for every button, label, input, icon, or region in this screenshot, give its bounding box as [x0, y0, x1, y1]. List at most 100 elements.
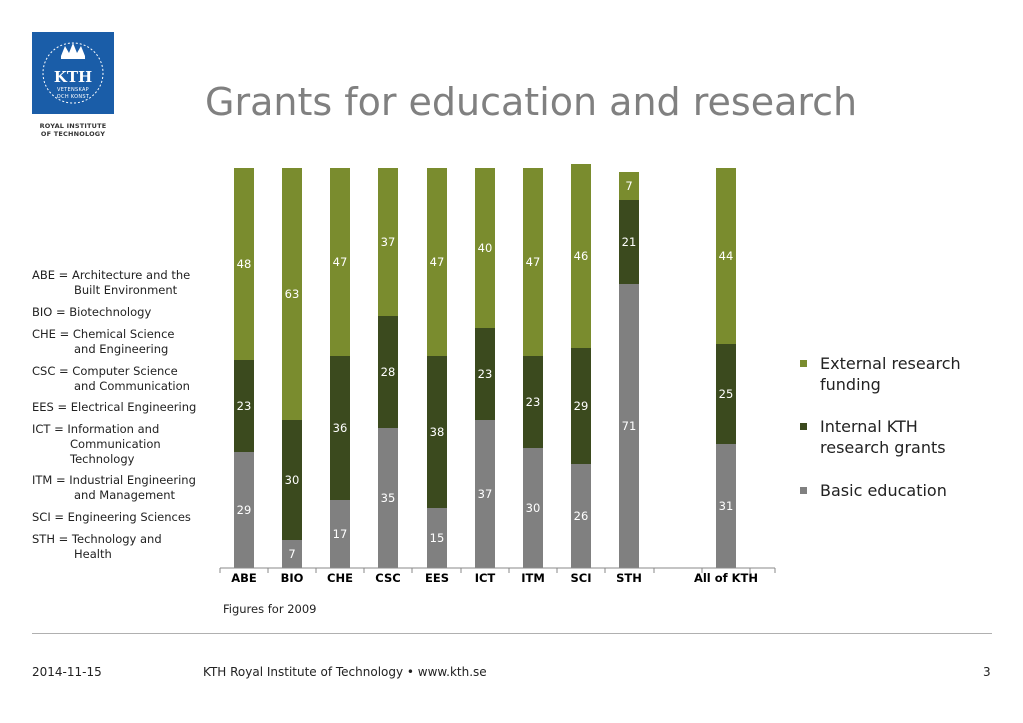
bar-segment	[330, 500, 350, 568]
legend-swatch	[800, 360, 807, 367]
legend-label: External research	[820, 354, 961, 373]
abbreviation-bio: BIO = Biotechnology	[32, 305, 151, 320]
abbreviation-line: EES = Electrical Engineering	[32, 400, 197, 414]
data-label: 63	[285, 287, 300, 301]
bar-segment	[571, 164, 591, 348]
figures-note: Figures for 2009	[223, 602, 317, 616]
abbreviation-ict: ICT = Information and Communication Tech…	[32, 422, 161, 467]
abbreviation-sth: STH = Technology and Health	[32, 532, 162, 562]
logo-motto-line2: OCH KONST	[56, 94, 90, 100]
bar-segment	[716, 444, 736, 568]
data-label: 17	[333, 527, 348, 541]
bar-segment	[571, 464, 591, 568]
abbreviation-line: CSC = Computer Science	[32, 364, 178, 378]
data-label: 23	[478, 367, 493, 381]
x-tick-label: SCI	[570, 571, 591, 585]
data-label: 21	[622, 235, 637, 249]
bar-segment	[234, 452, 254, 568]
data-label: 29	[237, 503, 252, 517]
x-tick-label: All of KTH	[694, 571, 758, 585]
abbreviation-ees: EES = Electrical Engineering	[32, 400, 196, 415]
bar-segment	[619, 172, 639, 200]
x-tick-label: EES	[425, 571, 449, 585]
data-label: 28	[381, 365, 396, 379]
data-label: 15	[430, 531, 445, 545]
bar-segment	[282, 420, 302, 540]
data-label: 29	[574, 399, 589, 413]
footer-date: 2014-11-15	[32, 665, 102, 679]
data-label: 7	[288, 547, 295, 561]
legend-swatch	[800, 487, 807, 494]
abbreviation-csc: CSC = Computer Science and Communication	[32, 364, 190, 394]
abbreviation-line: BIO = Biotechnology	[32, 305, 152, 319]
bar-segment	[619, 284, 639, 568]
org-name-line2: OF TECHNOLOGY	[40, 130, 106, 138]
abbreviation-line: and Engineering	[74, 342, 169, 356]
data-label: 47	[430, 255, 445, 269]
abbreviation-che: CHE = Chemical Science and Engineering	[32, 327, 174, 357]
abbreviation-abe: ABE = Architecture and the Built Environ…	[32, 268, 190, 298]
legend-label: Basic education	[820, 481, 947, 500]
crown-emblem-icon	[42, 42, 104, 104]
data-label: 37	[478, 487, 493, 501]
footer-divider	[32, 633, 992, 634]
bar-segment	[378, 168, 398, 316]
footer-center-text: KTH Royal Institute of Technology • www.…	[203, 665, 487, 679]
data-label: 71	[622, 419, 637, 433]
bar-segment	[523, 448, 543, 568]
bar-segment	[330, 168, 350, 356]
bar-segment	[619, 200, 639, 284]
data-label: 30	[526, 501, 541, 515]
abbreviation-sci: SCI = Engineering Sciences	[32, 510, 191, 525]
data-label: 23	[237, 399, 252, 413]
kth-logo: KTH VETENSKAP OCH KONST	[32, 32, 114, 114]
abbreviation-line: Health	[74, 547, 112, 561]
logo-motto-line1: VETENSKAP	[56, 87, 90, 93]
x-tick-label: ITM	[521, 571, 545, 585]
bar-segment	[571, 348, 591, 464]
abbreviation-line: and Communication	[74, 379, 190, 393]
bar-segment	[330, 356, 350, 500]
x-tick-label: ICT	[475, 571, 496, 585]
data-label: 30	[285, 473, 300, 487]
bar-segment	[427, 356, 447, 508]
data-label: 23	[526, 395, 541, 409]
bar-segment	[234, 360, 254, 452]
abbreviation-line: SCI = Engineering Sciences	[32, 510, 191, 524]
data-label: 46	[574, 249, 589, 263]
bar-segment	[427, 508, 447, 568]
bar-segment	[378, 428, 398, 568]
abbreviation-line: STH = Technology and	[32, 532, 162, 546]
data-label: 38	[430, 425, 445, 439]
bar-segment	[378, 316, 398, 428]
abbreviation-line: ICT = Information and	[32, 422, 160, 436]
data-label: 47	[526, 255, 541, 269]
bar-segment	[427, 168, 447, 356]
abbreviation-line: and Management	[74, 488, 176, 502]
abbreviation-line: CHE = Chemical Science	[32, 327, 175, 341]
data-label: 47	[333, 255, 348, 269]
org-name-line1: ROYAL INSTITUTE	[39, 122, 107, 130]
x-tick-label: CHE	[327, 571, 353, 585]
logo-wordmark: KTH	[53, 68, 93, 86]
bar-segment	[716, 344, 736, 444]
bar-segment	[282, 168, 302, 420]
bar-segment	[475, 328, 495, 420]
legend-label: funding	[820, 375, 881, 394]
bar-segment	[523, 356, 543, 448]
legend-label: Internal KTH	[820, 417, 918, 436]
data-label: 48	[237, 257, 252, 271]
abbreviation-line: Technology	[70, 452, 135, 466]
page-title: Grants for education and research	[205, 80, 858, 124]
x-tick-label: CSC	[375, 571, 400, 585]
x-tick-label: BIO	[281, 571, 304, 585]
data-label: 36	[333, 421, 348, 435]
abbreviation-line: ITM = Industrial Engineering	[32, 473, 196, 487]
legend-label: research grants	[820, 438, 946, 457]
data-label: 7	[625, 179, 632, 193]
footer-page-number: 3	[983, 665, 991, 679]
data-label: 35	[381, 491, 396, 505]
abbreviation-line: ABE = Architecture and the	[32, 268, 191, 282]
abbreviation-itm: ITM = Industrial Engineering and Managem…	[32, 473, 196, 503]
